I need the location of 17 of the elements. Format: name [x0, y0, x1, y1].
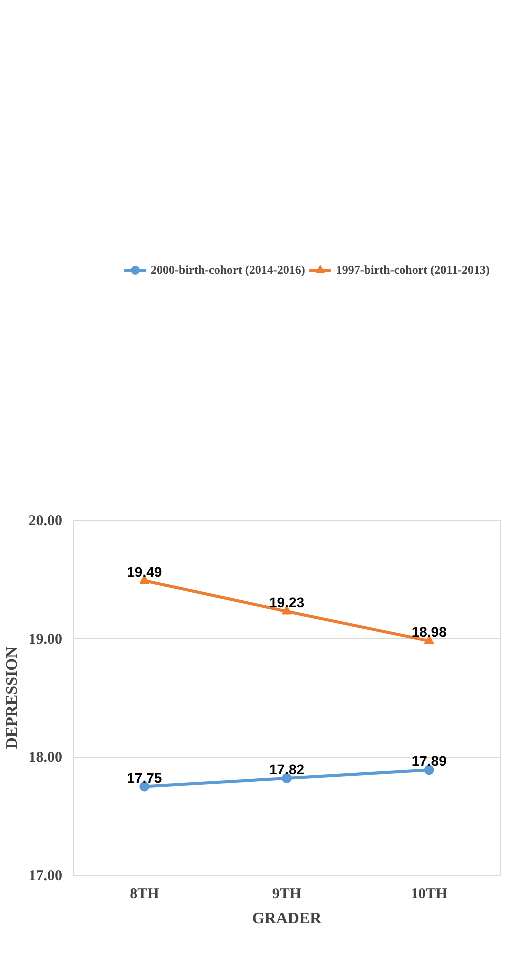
x-tick-label: 10TH	[410, 886, 448, 902]
data-label: 19.49	[127, 564, 162, 580]
x-tick-label: 8TH	[130, 886, 160, 902]
data-label: 17.82	[269, 761, 305, 778]
y-tick-label: 19.00	[28, 632, 62, 648]
legend-label: 1997-birth-cohort (2011-2013)	[336, 262, 490, 278]
x-tick-label: 9TH	[272, 886, 302, 902]
data-label: 17.89	[412, 753, 448, 770]
y-tick-label: 20.00	[28, 514, 62, 530]
y-tick-label: 17.00	[28, 868, 62, 884]
data-label: 17.75	[127, 770, 162, 786]
data-label: 18.98	[412, 624, 448, 640]
x-axis-title: GRADER	[252, 910, 322, 928]
data-label: 19.23	[269, 594, 305, 611]
y-tick-label: 18.00	[28, 750, 62, 766]
legend-label: 2000-birth-cohort (2014-2016)	[151, 262, 306, 278]
y-axis-title: DEPRESSION	[4, 646, 21, 750]
